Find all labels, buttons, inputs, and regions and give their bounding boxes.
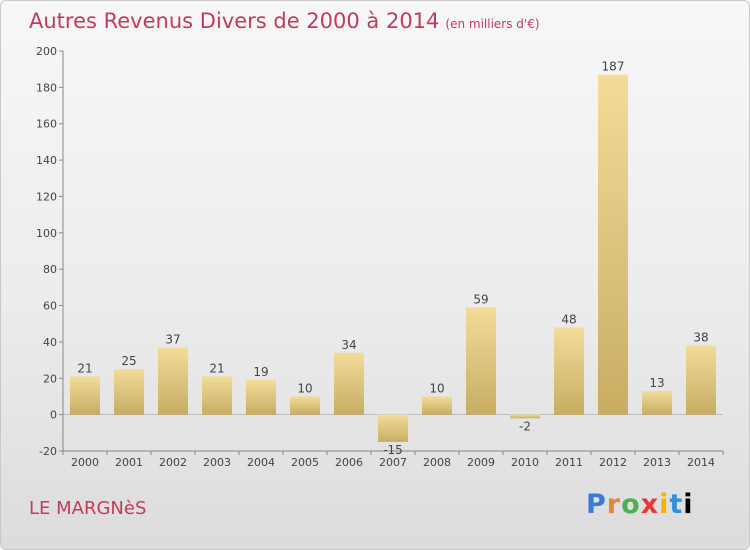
data-label: 25 — [121, 354, 136, 368]
axes: -20 0 20 40 60 80 100 120 140 160 180 200 2000 2001 20… — [36, 45, 724, 469]
bar — [466, 307, 496, 415]
logo-letter: t — [669, 489, 684, 520]
logo-letter: o — [621, 489, 641, 520]
chart-title-text: Autres Revenus Divers de 2000 à 2014 — [29, 9, 440, 33]
data-label: 37 — [165, 332, 180, 346]
y-tick-label: 40 — [43, 336, 57, 349]
data-label: 13 — [649, 376, 664, 390]
x-tick-label: 2007 — [379, 456, 407, 469]
data-label: 10 — [429, 381, 444, 395]
bar — [686, 345, 716, 415]
y-tick-label: 20 — [43, 372, 57, 385]
logo-letter: P — [586, 489, 607, 520]
x-tick-label: 2002 — [159, 456, 187, 469]
x-tick-label: 2014 — [687, 456, 715, 469]
x-tick-label: 2012 — [599, 456, 627, 469]
y-tick-label: 120 — [36, 190, 57, 203]
x-tick-label: 2008 — [423, 456, 451, 469]
x-tick-label: 2006 — [335, 456, 363, 469]
y-tick-label: 140 — [36, 154, 57, 167]
logo-letter: x — [640, 489, 660, 520]
y-tick-label: -20 — [39, 445, 57, 458]
chart-title: Autres Revenus Divers de 2000 à 2014 (en … — [29, 9, 540, 33]
data-label: 34 — [341, 338, 356, 352]
x-tick-label: 2000 — [71, 456, 99, 469]
data-label: 59 — [473, 292, 488, 306]
logo-letter: i — [683, 489, 694, 520]
bar — [334, 352, 364, 415]
y-tick-label: 200 — [36, 45, 57, 58]
data-label: 19 — [253, 365, 268, 379]
y-tick-label: 160 — [36, 118, 57, 131]
commune-name: LE MARGNèS — [29, 498, 147, 519]
logo-letter: r — [606, 489, 622, 520]
y-tick-label: 60 — [43, 300, 57, 313]
data-label: 48 — [561, 312, 576, 326]
bar — [114, 369, 144, 415]
x-tick-label: 2009 — [467, 456, 495, 469]
chart-title-unit: (en milliers d'€) — [445, 17, 540, 31]
logo-letter: i — [659, 489, 670, 520]
data-label: -15 — [383, 443, 403, 457]
x-tick-label: 2011 — [555, 456, 583, 469]
data-label: -2 — [519, 419, 531, 433]
x-tick-label: 2001 — [115, 456, 143, 469]
proxiti-logo[interactable]: Proxiti — [586, 489, 694, 520]
bar — [158, 347, 188, 415]
y-tick-label: 180 — [36, 81, 57, 94]
bar — [378, 414, 408, 442]
bar — [642, 391, 672, 415]
x-tick-label: 2005 — [291, 456, 319, 469]
bars — [70, 74, 716, 442]
value-labels: 21 25 37 21 19 10 34 -15 10 59 -2 48 187 13 38 — [77, 60, 708, 457]
x-tick-label: 2003 — [203, 456, 231, 469]
data-label: 21 — [209, 361, 224, 375]
y-tick-label: 80 — [43, 263, 57, 276]
bar — [554, 327, 584, 415]
data-label: 21 — [77, 361, 92, 375]
bar — [202, 376, 232, 415]
bar — [246, 380, 276, 415]
data-label: 10 — [297, 381, 312, 395]
x-tick-label: 2010 — [511, 456, 539, 469]
bar — [598, 74, 628, 415]
data-label: 187 — [602, 60, 625, 74]
x-tick-label: 2013 — [643, 456, 671, 469]
bar — [290, 396, 320, 415]
y-tick-label: 0 — [50, 409, 57, 422]
x-tick-label: 2004 — [247, 456, 275, 469]
bar — [510, 414, 540, 419]
bar — [422, 396, 452, 415]
data-label: 38 — [693, 331, 708, 345]
bar — [70, 376, 100, 415]
y-tick-label: 100 — [36, 227, 57, 240]
